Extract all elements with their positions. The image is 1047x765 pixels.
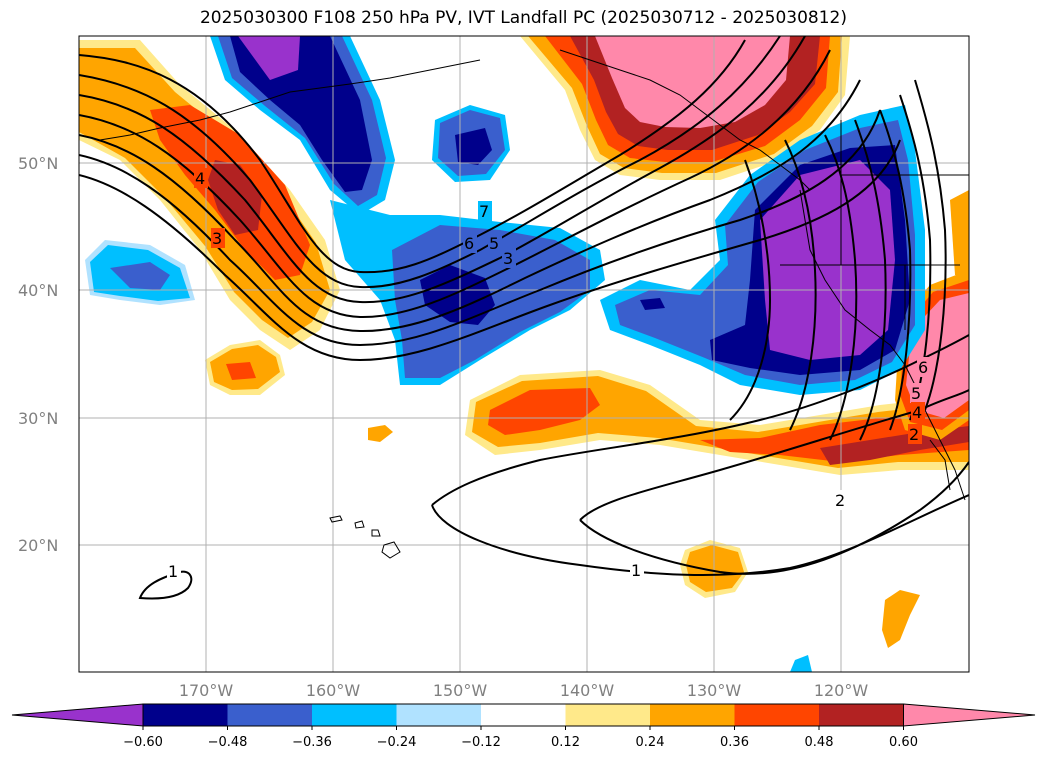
- lat-label: 20°N: [18, 536, 58, 555]
- map-fields: 4 3 6 7 5 3 6 5 4 2 2 1 1: [79, 36, 969, 672]
- coastlines: [99, 49, 969, 559]
- colorbar-segment: [312, 704, 397, 726]
- contour-label: 6: [464, 234, 474, 253]
- lat-label: 50°N: [18, 154, 58, 173]
- colorbar-tick-label: 0.48: [805, 735, 834, 750]
- contour-label: 3: [212, 229, 222, 248]
- contour-label: 3: [503, 249, 513, 268]
- contour-labels: 4 3 6 7 5 3 6 5 4 2 2 1 1: [167, 168, 931, 581]
- map-frame: [78, 35, 970, 673]
- colorbar: −0.60 −0.48 −0.36 −0.24 −0.12 0.12 0.24 0.36 0.4…: [11, 703, 1036, 750]
- colorbar-extend-left: [11, 703, 144, 727]
- lon-label: 120°W: [814, 681, 869, 700]
- lon-label: 160°W: [306, 681, 361, 700]
- colorbar-tick-label: −0.12: [461, 735, 501, 750]
- contour-label: 7: [479, 202, 489, 221]
- contour-label: 5: [911, 384, 921, 403]
- lat-label: 30°N: [18, 409, 58, 428]
- contour-label: 4: [195, 169, 205, 188]
- contour-label: 4: [912, 403, 922, 422]
- contour-label: 1: [631, 561, 641, 580]
- lon-label: 130°W: [687, 681, 742, 700]
- contour-label: 1: [168, 562, 178, 581]
- colorbar-tick-label: −0.36: [292, 735, 332, 750]
- colorbar-tick-label: −0.48: [208, 735, 248, 750]
- pv-negative-central: [330, 200, 605, 385]
- gridlines: [79, 36, 969, 672]
- colorbar-extend-right: [903, 703, 1036, 727]
- lon-label: 170°W: [179, 681, 234, 700]
- lon-label: 140°W: [560, 681, 615, 700]
- contour-label: 6: [918, 358, 928, 377]
- colorbar-segment: [396, 704, 481, 726]
- contour-label: 2: [835, 491, 845, 510]
- colorbar-segment: [565, 704, 650, 726]
- ivt-contours: [79, 36, 969, 600]
- colorbar-tick-label: 0.60: [889, 735, 918, 750]
- latitude-labels: 50°N 40°N 30°N 20°N: [18, 154, 58, 555]
- contour-label: 2: [909, 425, 919, 444]
- colorbar-frame: [142, 703, 904, 727]
- lon-label: 150°W: [433, 681, 488, 700]
- colorbar-tick-label: −0.24: [377, 735, 417, 750]
- colorbar-segment: [227, 704, 312, 726]
- pv-positive-subtropical: [368, 370, 969, 648]
- colorbar-segment: [819, 704, 904, 726]
- colorbar-segment: [481, 704, 566, 726]
- colorbar-segment: [143, 704, 228, 726]
- longitude-labels: 170°W 160°W 150°W 140°W 130°W 120°W: [179, 681, 869, 700]
- colorbar-segment: [734, 704, 819, 726]
- map-title: 2025030300 F108 250 hPa PV, IVT Landfall…: [199, 8, 847, 28]
- lat-label: 40°N: [18, 281, 58, 300]
- colorbar-tick-label: 0.24: [636, 735, 665, 750]
- contour-label: 5: [489, 234, 499, 253]
- colorbar-tick-label: −0.60: [123, 735, 163, 750]
- colorbar-segment: [650, 704, 735, 726]
- colorbar-tick-label: 0.36: [720, 735, 749, 750]
- pv-positive-north: [520, 36, 850, 180]
- pv-negative-east: [600, 105, 925, 672]
- colorbar-tick-label: 0.12: [551, 735, 580, 750]
